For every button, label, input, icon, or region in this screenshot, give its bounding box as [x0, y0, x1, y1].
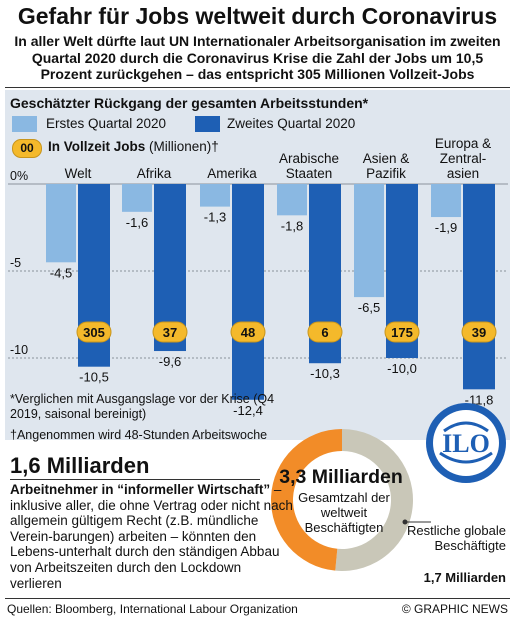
- legend-jobs-label: In Vollzeit Jobs (Millionen)†: [48, 139, 219, 154]
- jobs-badge-value: 6: [321, 325, 328, 340]
- jobs-badge-value: 37: [163, 325, 177, 340]
- donut-slice-informal: [270, 429, 342, 571]
- informal-value: 1,6 Milliarden: [10, 453, 150, 478]
- jobs-badge: [307, 321, 343, 343]
- bar-q1-value-label: -1,6: [126, 215, 148, 230]
- legend-q2-swatch: [195, 116, 220, 132]
- legend-jobs-unit: (Millionen)†: [149, 139, 219, 154]
- bar-q1: [431, 184, 461, 218]
- informal-heading: Arbeitnehmer in “informeller Wirtschaft”: [10, 482, 271, 497]
- y-tick-label: -10: [10, 343, 28, 357]
- category-label: Arabische: [279, 151, 339, 166]
- intro-text: In aller Welt dürfte laut UN Internation…: [14, 33, 501, 82]
- bar-q2-value-label: -10,0: [387, 361, 417, 376]
- jobs-badge: [230, 321, 266, 343]
- bar-q1: [200, 184, 230, 207]
- legend-jobs-badge: 00: [12, 139, 42, 158]
- source: Quellen: Bloomberg, International Labour…: [7, 602, 298, 616]
- y-tick-label: -5: [10, 256, 21, 270]
- legend-q1-label: Erstes Quartal 2020: [46, 116, 167, 131]
- credit: © GRAPHIC NEWS: [401, 602, 508, 616]
- category-label: Afrika: [137, 166, 172, 181]
- bar-q2-value-label: -12,4: [233, 403, 263, 418]
- bar-q1: [277, 184, 307, 216]
- bar-q2-value-label: -9,6: [159, 354, 181, 369]
- top-divider: [5, 87, 510, 88]
- bar-q2: [232, 184, 264, 400]
- y-tick-label: 0%: [10, 169, 28, 183]
- legend-jobs-text: In Vollzeit Jobs: [48, 139, 146, 154]
- bar-q1: [354, 184, 384, 298]
- bar-q2: [463, 184, 495, 390]
- remaining-employment-label: Restliche globale Beschäftigte: [406, 523, 506, 553]
- jobs-badge: [461, 321, 497, 343]
- category-label: Europa &: [435, 136, 491, 151]
- donut-slice-remaining: [335, 429, 413, 571]
- total-employment-label: Gesamtzahl der weltweit Beschäftigten: [298, 490, 390, 535]
- jobs-badge: [152, 321, 188, 343]
- bar-q1-value-label: -1,3: [204, 210, 226, 225]
- jobs-badge: [76, 321, 112, 343]
- bar-q2-value-label: -10,3: [310, 366, 340, 381]
- ilo-logo-text: ILO: [442, 429, 490, 458]
- chart-title: Geschätzter Rückgang der gesamten Arbeit…: [10, 95, 369, 111]
- category-label: Asien &: [363, 151, 410, 166]
- legend-q1-swatch: [12, 116, 37, 132]
- bar-q1: [46, 184, 76, 263]
- bar-q2-value-label: -10,5: [79, 370, 109, 385]
- headline: Gefahr für Jobs weltweit durch Coronavir…: [17, 3, 498, 29]
- informal-body: – inklusive aller, die ohne Vertrag oder…: [10, 482, 293, 591]
- category-label: Pazifik: [366, 166, 406, 181]
- category-label: Zentral-: [440, 151, 487, 166]
- jobs-badge-value: 305: [83, 325, 105, 340]
- remaining-employment-value: 1,7 Milliarden: [423, 570, 506, 585]
- bottom-divider: [5, 598, 510, 599]
- jobs-badge-value: 175: [391, 325, 413, 340]
- category-label: Welt: [65, 166, 92, 181]
- category-label: asien: [447, 166, 479, 181]
- category-label: Staaten: [286, 166, 333, 181]
- jobs-badge-value: 48: [241, 325, 255, 340]
- jobs-badge: [384, 321, 420, 343]
- jobs-badge-value: 39: [472, 325, 486, 340]
- informal-text: Arbeitnehmer in “informeller Wirtschaft”…: [10, 482, 293, 591]
- bar-q1-value-label: -1,9: [435, 220, 457, 235]
- ilo-logo: ILO: [426, 403, 506, 483]
- bar-q1-value-label: -1,8: [281, 218, 303, 233]
- category-label: Amerika: [207, 166, 257, 181]
- bar-q1: [122, 184, 152, 212]
- informal-rule: [10, 479, 260, 480]
- footnote-hours: †Angenommen wird 48-Stunden Arbeitswoche: [10, 428, 268, 442]
- footnote-comparison: *Verglichen mit Ausgangslage vor der Kri…: [10, 392, 275, 421]
- total-employment-value: 3,3 Milliarden: [279, 466, 403, 488]
- legend-q2-label: Zweites Quartal 2020: [227, 116, 356, 131]
- bar-q1-value-label: -6,5: [358, 300, 380, 315]
- bar-q1-value-label: -4,5: [50, 265, 72, 280]
- donut-leader-dot: [402, 519, 408, 525]
